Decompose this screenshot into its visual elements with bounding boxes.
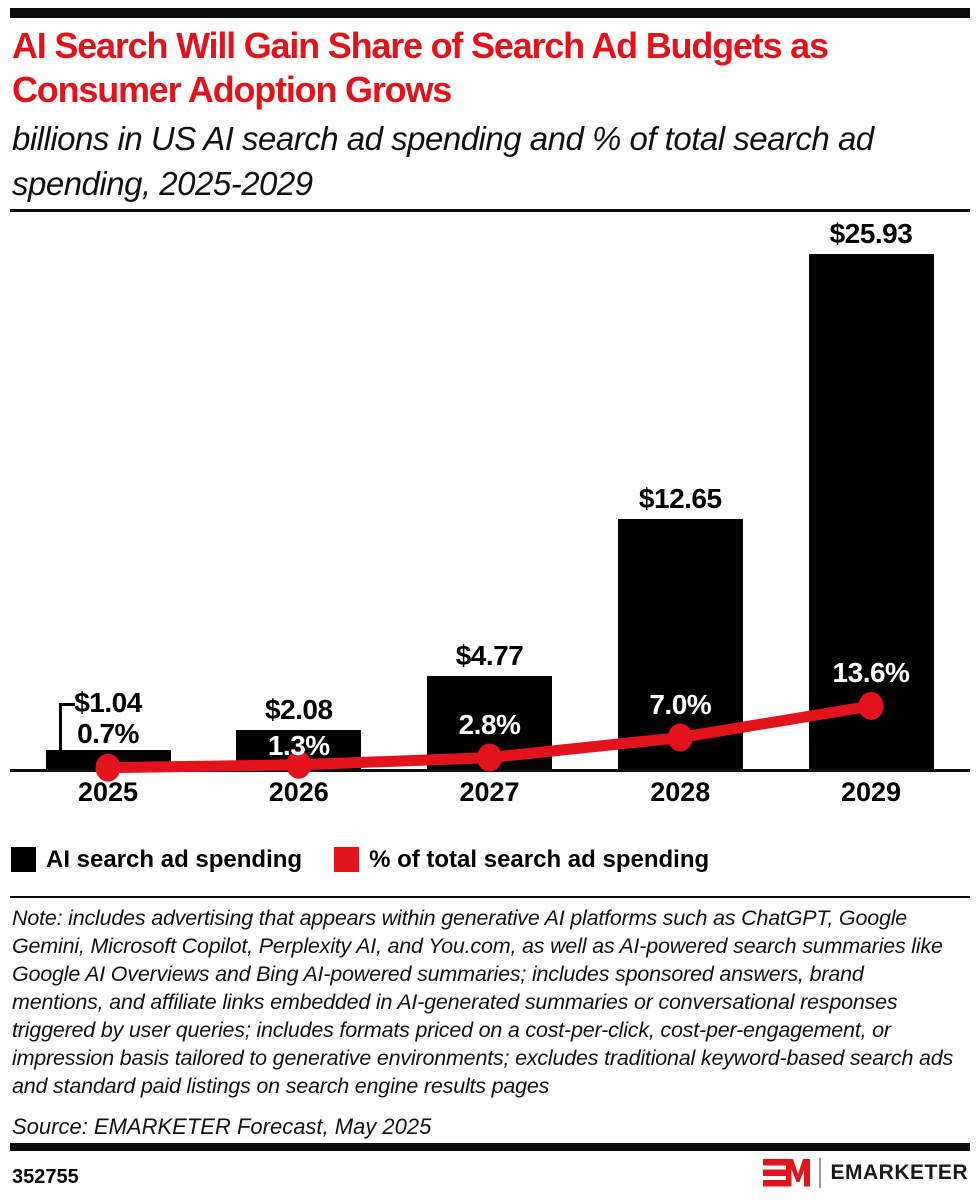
line-point-label-2027: 2.8% [458,708,521,740]
x-axis-label-2028: 2028 [650,777,711,807]
bar-2028 [617,518,743,771]
source-text: Source: EMARKETER Forecast, May 2025 [12,1114,432,1139]
legend-label-bar: AI search ad spending [46,845,303,873]
page-title: AI Search Will Gain Share of Search Ad B… [12,25,829,110]
bar-2029 [808,253,934,771]
x-axis-line [10,769,970,772]
bar-value-label-2026: $2.08 [264,693,333,725]
legend-label-line: % of total search ad spending [369,845,710,873]
brand-logo: EMARKETER [763,1158,968,1188]
chart-id: 352755 [12,1166,79,1188]
line-point-label-2025: 0.7% [77,718,139,750]
footer-divider [10,1143,970,1151]
top-divider [10,8,970,18]
chart-subtitle: billions in US AI search ad spending and… [12,120,874,202]
header-divider [10,209,970,212]
bar-value-label-2027: $4.77 [455,639,524,671]
line-point-label-2029: 13.6% [832,656,910,688]
bar-2025 [45,750,171,771]
brand-name: EMARKETER [830,1161,968,1184]
x-axis-label-2025: 2025 [77,777,139,807]
line-point-label-2028: 7.0% [649,688,712,720]
x-axis-label-2027: 2027 [459,777,520,807]
line-point-label-2026: 1.3% [267,729,330,761]
bar-value-label-2028: $12.65 [638,482,722,514]
x-axis-label-2029: 2029 [840,777,902,807]
x-axis-label-2026: 2026 [268,777,329,807]
em-monogram-icon [763,1159,811,1187]
legend: AI search ad spending % of total search … [11,845,710,873]
bar-value-label-2025: $1.04 [74,687,142,719]
callout-line-horizontal [59,703,75,706]
note-text: Note: includes advertising that appears … [12,906,954,1098]
bar-value-label-2029: $25.93 [829,217,913,249]
legend-swatch-bar [11,847,36,872]
legend-swatch-line [334,847,360,872]
note-divider [10,896,970,898]
brand-divider [819,1158,822,1188]
callout-line-vertical [59,703,62,752]
